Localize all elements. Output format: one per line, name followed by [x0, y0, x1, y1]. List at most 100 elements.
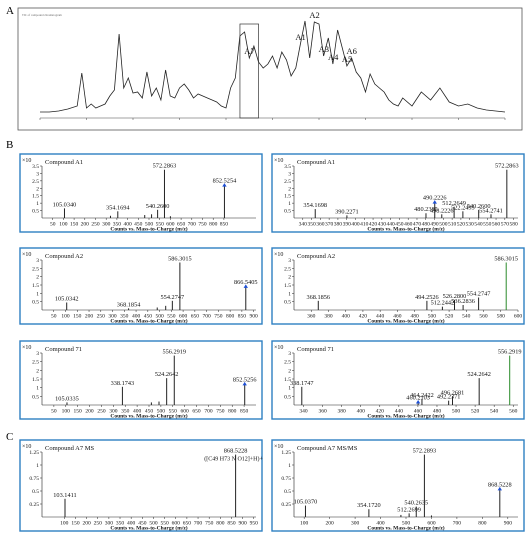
x-tick-label: 200 [81, 222, 90, 228]
peak-label: 490.2226 [423, 195, 447, 202]
x-tick-label: 50 [50, 222, 56, 228]
y-tick-label: 3.5 [284, 164, 291, 170]
y-tick-label: 0.5 [284, 209, 291, 215]
x-tick-label: 850 [220, 222, 229, 228]
x-tick-label: 300 [108, 314, 117, 320]
x-tick-label: 250 [97, 409, 106, 415]
y-tick-label: 0.5 [32, 394, 39, 400]
peak-label: 556.2919 [498, 349, 522, 356]
x-tick-label: 150 [71, 521, 80, 527]
x-tick-label: 850 [238, 314, 247, 320]
x-tick-label: 550 [169, 409, 178, 415]
x-tick-label: 800 [228, 409, 237, 415]
y-tick-label: 0.5 [32, 209, 39, 215]
peak-label: 540.2600 [467, 203, 491, 210]
x-tick-label: 950 [250, 521, 259, 527]
y-exponent-label: ×10 [274, 252, 283, 258]
x-tick-label: 440 [376, 314, 385, 320]
peak-label: 354.1698 [303, 202, 327, 209]
y-tick-label: 2 [36, 275, 39, 281]
peak-label: 556.2919 [162, 349, 186, 356]
peak-label-a7: A7 [244, 46, 254, 56]
x-tick-label: 100 [60, 521, 69, 527]
x-tick-label: 650 [191, 314, 200, 320]
x-tick-label: 700 [453, 521, 462, 527]
x-tick-label: 450 [144, 314, 153, 320]
peak-label: 852.5254 [213, 178, 237, 185]
x-tick-label: 340 [299, 409, 308, 415]
x-tick-label: 600 [514, 314, 523, 320]
y-tick-label: 2.5 [32, 360, 39, 366]
x-tick-label: 600 [427, 521, 436, 527]
peak-label: 554.2747 [161, 294, 185, 301]
x-tick-label: 520 [457, 222, 466, 228]
x-tick-label: 500 [155, 314, 164, 320]
x-tick-label: 350 [307, 222, 316, 228]
y-tick-label: 2.5 [284, 266, 291, 272]
x-tick-label: 390 [343, 222, 352, 228]
x-tick-label: 560 [509, 409, 518, 415]
peak-label: 390.2271 [335, 208, 359, 215]
chromatogram-header: TIC of compound chromatogram [22, 13, 62, 17]
y-tick-label: 1 [288, 291, 291, 297]
x-tick-label: 200 [326, 521, 335, 527]
peak-label: 368.1856 [306, 294, 330, 301]
x-tick-label: 150 [70, 222, 79, 228]
compound-label: Compound 71 [45, 346, 82, 353]
peak-label: 572.2863 [153, 163, 177, 170]
peak-label-a4: A4 [328, 52, 339, 62]
y-tick-label: 2 [288, 186, 291, 192]
y-tick-label: 2.5 [32, 266, 39, 272]
x-tick-label: 500 [145, 222, 154, 228]
x-tick-label: 430 [378, 222, 387, 228]
x-tick-label: 600 [166, 222, 175, 228]
peak-label: 354.1720 [357, 502, 381, 509]
x-tick-label: 500 [157, 409, 166, 415]
x-tick-label: 650 [183, 521, 192, 527]
y-exponent-label: ×10 [22, 252, 31, 258]
peak-label: 464.2422 [410, 392, 434, 399]
peak-label-a3: A3 [319, 44, 329, 54]
y-tick-label: 1.5 [32, 194, 39, 200]
x-tick-label: 560 [479, 314, 488, 320]
y-tick-label: 3 [36, 351, 39, 357]
peak-label: 338.1743 [111, 380, 135, 387]
x-tick-label: 490 [430, 222, 439, 228]
x-tick-label: 750 [216, 409, 225, 415]
precursor-marker [432, 200, 437, 204]
compound-label: Compound A7 MS [45, 445, 95, 452]
x-tick-label: 360 [318, 409, 327, 415]
peak-label: 498.2226 [430, 207, 454, 214]
x-tick-label: 200 [85, 314, 94, 320]
spectrum-frame [19, 247, 263, 325]
precursor-marker [497, 486, 503, 491]
y-exponent-label: ×10 [22, 158, 31, 164]
x-tick-label: 450 [395, 222, 404, 228]
y-tick-label: 3 [288, 171, 291, 177]
peak-label: 105.0335 [55, 395, 79, 402]
peak-label: 524.2642 [467, 371, 491, 378]
x-tick-label: 500 [149, 521, 158, 527]
peak-label: 105.0342 [55, 296, 79, 303]
x-axis-label: Counts vs. Mass-to-Charge (m/z) [367, 226, 444, 233]
spectrum-frame [19, 153, 263, 233]
x-tick-label: 300 [102, 222, 111, 228]
y-tick-label: 2 [36, 186, 39, 192]
x-tick-label: 580 [509, 222, 518, 228]
spectrum-frame [19, 439, 263, 532]
x-tick-label: 400 [123, 222, 132, 228]
x-tick-label: 650 [177, 222, 186, 228]
x-tick-label: 350 [120, 314, 129, 320]
x-tick-label: 350 [113, 222, 122, 228]
x-tick-label: 510 [448, 222, 457, 228]
y-tick-label: 1.5 [284, 377, 291, 383]
peak-label: 540.2600 [146, 203, 170, 210]
x-tick-label: 100 [59, 222, 68, 228]
precursor-marker [222, 183, 227, 187]
x-tick-label: 360 [316, 222, 325, 228]
x-tick-label: 400 [351, 222, 360, 228]
y-tick-label: 1 [36, 291, 39, 297]
section-label-c: C [6, 431, 13, 443]
peak-label: 554.2747 [467, 291, 491, 298]
